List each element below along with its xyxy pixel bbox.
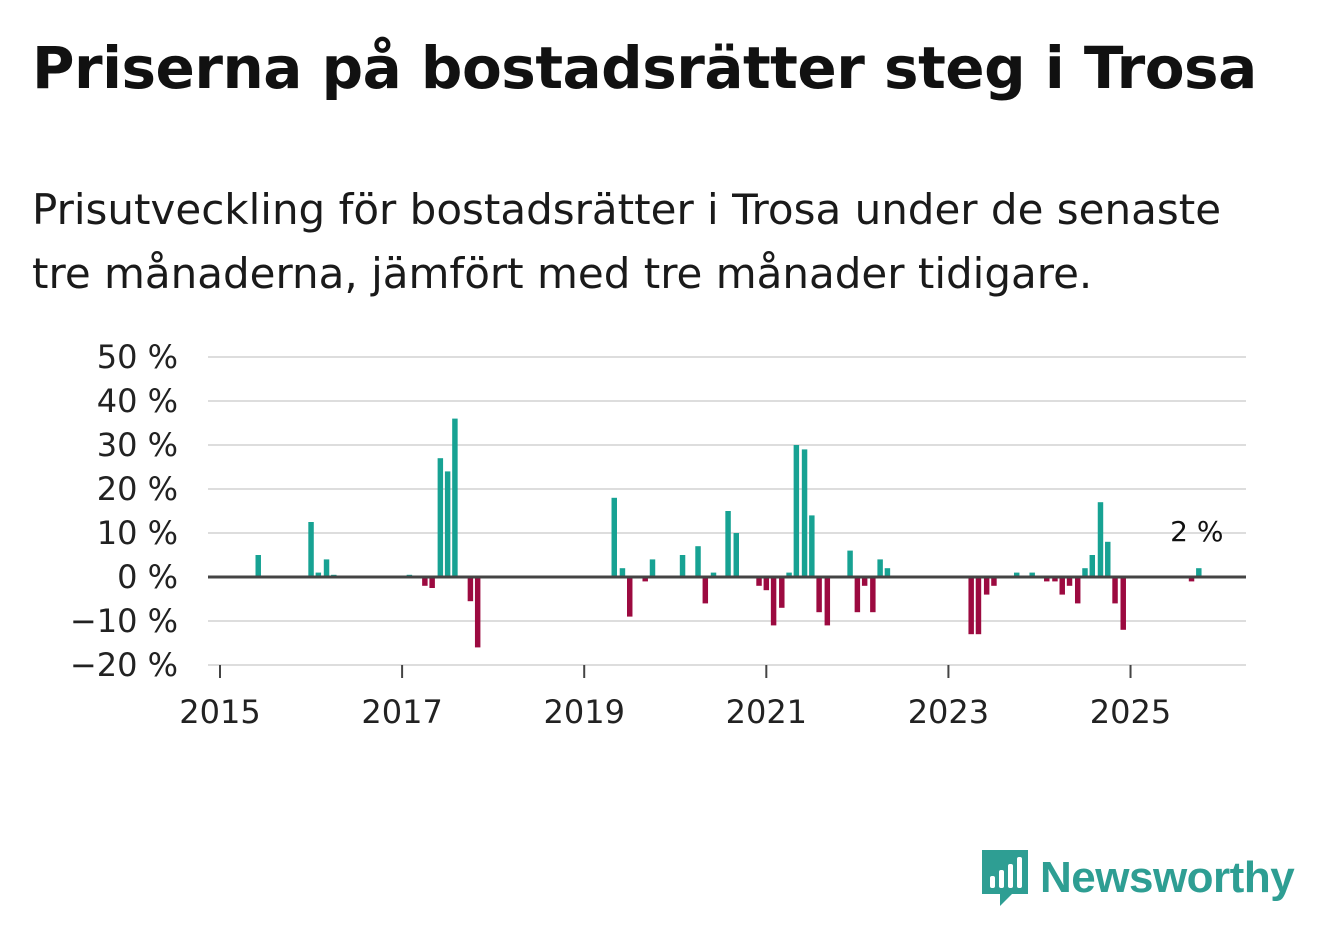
y-tick-label: 40 % <box>97 382 178 420</box>
bar <box>255 555 261 577</box>
bar <box>611 497 617 577</box>
bar <box>1059 577 1065 595</box>
bar <box>809 515 815 577</box>
axes <box>208 575 1246 678</box>
bars <box>255 418 1202 648</box>
bar <box>847 550 853 577</box>
bar <box>315 572 322 577</box>
value-annotation: 2 % <box>1170 515 1223 548</box>
bar <box>870 577 876 613</box>
bar <box>452 418 458 577</box>
bar <box>854 577 861 613</box>
bar <box>422 577 428 586</box>
bar <box>816 577 822 613</box>
bar <box>1097 502 1104 577</box>
bar <box>1196 568 1202 577</box>
brand-logo: Newsworthy <box>980 848 1295 908</box>
bar <box>1188 577 1195 582</box>
bar <box>1044 577 1050 582</box>
bar <box>884 568 891 577</box>
chart-subtitle: Prisutveckling för bostadsrätter i Trosa… <box>32 185 1222 298</box>
bar <box>1082 568 1088 577</box>
y-tick-label: −10 % <box>70 602 178 640</box>
bar <box>1112 577 1118 604</box>
bar <box>444 471 451 577</box>
bar <box>695 546 701 577</box>
bar <box>725 511 731 577</box>
bar <box>1089 555 1096 577</box>
bar <box>474 577 481 648</box>
bar <box>437 458 444 577</box>
bar <box>877 559 883 577</box>
bar <box>779 577 785 608</box>
bar <box>649 559 656 577</box>
bar <box>983 577 990 595</box>
y-tick-label: 10 % <box>97 514 178 552</box>
bar <box>1029 572 1035 577</box>
bar <box>763 577 770 591</box>
bar <box>975 577 982 635</box>
bar <box>756 577 762 586</box>
bar <box>1105 541 1111 577</box>
y-tick-label: 50 % <box>97 338 178 376</box>
bar <box>786 572 792 577</box>
x-tick-label: 2017 <box>361 693 442 731</box>
bar <box>429 577 435 588</box>
brand-name: Newsworthy <box>1040 853 1295 902</box>
bar <box>861 577 868 586</box>
bar <box>323 559 330 577</box>
newsworthy-logo-icon <box>982 850 1028 906</box>
x-tick-label: 2021 <box>726 693 807 731</box>
bar <box>627 577 633 617</box>
x-tick-label: 2015 <box>179 693 260 731</box>
y-tick-label: 0 % <box>117 558 178 596</box>
bar <box>1052 577 1058 582</box>
bar <box>679 555 686 577</box>
bar <box>308 522 314 577</box>
bar <box>1120 577 1126 630</box>
y-tick-label: 20 % <box>97 470 178 508</box>
bar <box>642 577 648 582</box>
bar <box>991 577 997 586</box>
tick-labels: 50 % 40 % 30 % 20 % 10 % 0 % −10 % −20 %2015 201… <box>70 338 1224 731</box>
bar <box>710 572 717 577</box>
bar <box>1074 577 1081 604</box>
bar <box>619 568 626 577</box>
bar <box>1013 572 1020 577</box>
chart-title: Priserna på bostadsrätter steg i Trosa <box>32 34 1257 102</box>
y-tick-label: 30 % <box>97 426 178 464</box>
bar <box>824 577 831 626</box>
x-tick-label: 2023 <box>908 693 989 731</box>
bar <box>770 577 777 626</box>
x-tick-label: 2025 <box>1090 693 1171 731</box>
bar <box>968 577 974 635</box>
bar <box>733 533 739 577</box>
y-tick-label: −20 % <box>70 646 178 684</box>
bar <box>793 445 800 577</box>
bar <box>467 577 474 602</box>
bar <box>702 577 709 604</box>
bar <box>1066 577 1073 586</box>
bar <box>801 449 808 577</box>
x-tick-label: 2019 <box>543 693 624 731</box>
